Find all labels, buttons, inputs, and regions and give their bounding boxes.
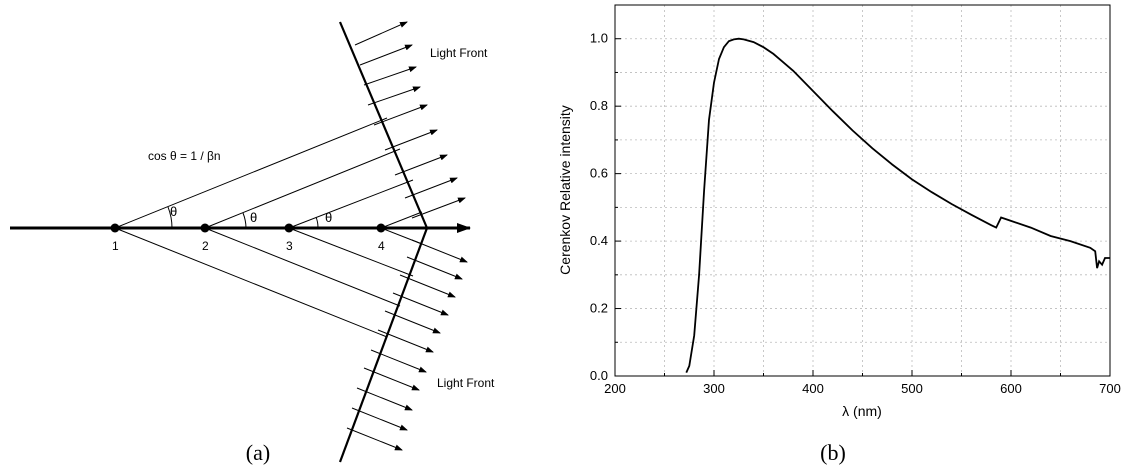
- angle-arcs: [167, 206, 319, 229]
- x-tick-label: 300: [703, 381, 725, 396]
- y-tick-label: 0.8: [590, 98, 608, 113]
- chart-ticklabels: 200 300 400 500 600 700 0.0 0.2 0.4 0.6 0.8 1.0: [590, 31, 1121, 396]
- light-arrow: [373, 104, 428, 126]
- chart-grid: [615, 5, 1110, 376]
- y-tick-label: 0.0: [590, 368, 608, 383]
- light-arrow: [404, 177, 458, 199]
- light-arrow: [351, 407, 408, 431]
- chart-ticks: [615, 38, 1061, 376]
- light-arrows: [346, 21, 468, 451]
- angle-label-2: θ: [250, 210, 257, 225]
- y-tick-label: 0.4: [590, 233, 608, 248]
- caption-b: (b): [820, 440, 846, 465]
- light-arrow: [367, 86, 421, 106]
- y-tick-label: 1.0: [590, 31, 608, 46]
- x-axis-label: λ (nm): [842, 403, 882, 419]
- y-tick-label: 0.6: [590, 166, 608, 181]
- light-arrow: [354, 21, 408, 46]
- point-label-1: 1: [112, 239, 119, 253]
- light-front-upper-label: Light Front: [430, 46, 488, 60]
- light-arrow: [359, 44, 413, 66]
- x-tick-label: 700: [1099, 381, 1121, 396]
- light-front-lower-label: Light Front: [437, 376, 495, 390]
- point-label-4: 4: [378, 239, 385, 253]
- x-tick-label: 200: [604, 381, 626, 396]
- angle-label-3: θ: [325, 210, 332, 225]
- light-arrow: [370, 349, 427, 373]
- light-arrow: [411, 239, 468, 263]
- light-arrow: [394, 154, 448, 176]
- wavefront-lower: [338, 227, 429, 463]
- emission-rays: [114, 117, 423, 338]
- light-arrow: [346, 427, 403, 451]
- light-arrow: [377, 329, 434, 353]
- spectrum-curve: [685, 37, 1110, 373]
- y-axis-label: Cerenkov Relative intensity: [557, 105, 573, 275]
- y-tick-label: 0.2: [590, 301, 608, 316]
- light-arrow: [384, 310, 441, 334]
- light-arrow: [399, 274, 456, 298]
- x-tick-label: 600: [1000, 381, 1022, 396]
- light-arrow: [406, 256, 463, 280]
- angle-label-1: θ: [170, 204, 177, 219]
- light-arrow: [363, 66, 417, 86]
- wavefront-upper: [338, 21, 429, 229]
- emission-points: [110, 223, 386, 233]
- light-arrow: [356, 387, 413, 411]
- light-arrow: [411, 197, 466, 219]
- light-arrow: [363, 367, 420, 391]
- x-tick-label: 400: [802, 381, 824, 396]
- spectrum-chart: 200 300 400 500 600 700 0.0 0.2 0.4 0.6 0.8 1.0 λ (…: [557, 4, 1121, 419]
- x-tick-label: 500: [901, 381, 923, 396]
- light-arrow: [392, 292, 449, 316]
- light-arrow: [384, 129, 438, 151]
- formula-label: cos θ = 1 / βn: [148, 149, 221, 163]
- point-label-2: 2: [202, 239, 209, 253]
- point-label-3: 3: [286, 239, 293, 253]
- caption-a: (a): [245, 440, 271, 465]
- cherenkov-diagram: θ θ θ 1 2 3 4 cos θ = 1 / βn Light Front…: [10, 21, 495, 463]
